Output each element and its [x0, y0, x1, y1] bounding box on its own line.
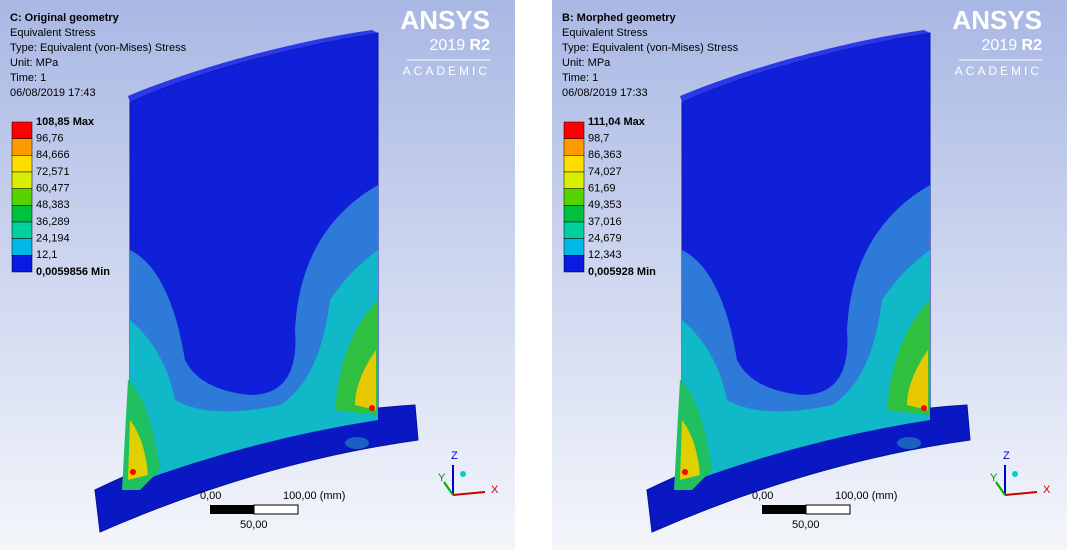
- legend-label: 86,363: [588, 149, 622, 161]
- legend-label: 108,85 Max: [36, 116, 95, 128]
- legend-band: [563, 155, 585, 173]
- legend-band: [563, 121, 585, 139]
- logo-brand: ANSYS: [400, 5, 490, 35]
- legend-band: [11, 121, 33, 139]
- legend-band: [11, 221, 33, 239]
- legend-band: [563, 221, 585, 239]
- scale-bar: [210, 505, 254, 514]
- axis-label: Z: [451, 450, 458, 462]
- legend-band: [11, 238, 33, 256]
- scale-label: 100,00 (mm): [835, 490, 897, 502]
- info-line: Equivalent Stress: [10, 27, 96, 39]
- info-line: 06/08/2019 17:43: [10, 87, 96, 99]
- legend-label: 61,69: [588, 183, 616, 195]
- legend-label: 0,005928 Min: [588, 266, 656, 278]
- scale-bar: [805, 504, 851, 515]
- logo-year: 2019: [982, 37, 1018, 54]
- contour-yellow-right: [907, 350, 928, 410]
- legend-band: [11, 155, 33, 173]
- logo-edition: ACADEMIC: [403, 64, 490, 78]
- legend-band: [11, 205, 33, 223]
- scale-bar: [762, 505, 806, 514]
- legend-label: 12,343: [588, 249, 622, 261]
- scale-bar: [253, 504, 299, 515]
- legend-label: 74,027: [588, 166, 622, 178]
- axis-y: [443, 481, 454, 496]
- info-line: Time: 1: [562, 72, 598, 84]
- legend-label: 24,679: [588, 233, 622, 245]
- contour-yellow-left: [128, 420, 148, 480]
- axis-y: [995, 481, 1006, 496]
- panel-title: B: Morphed geometry: [562, 12, 677, 24]
- info-line: 06/08/2019 17:33: [562, 87, 648, 99]
- axis-label: Y: [438, 472, 446, 484]
- scale-label: 0,00: [752, 490, 773, 502]
- legend-band: [563, 188, 585, 206]
- legend-band: [563, 138, 585, 156]
- legend-label: 36,289: [36, 216, 70, 228]
- logo-release: R2: [470, 37, 491, 54]
- info-line: Time: 1: [10, 72, 46, 84]
- scale-label: 0,00: [200, 490, 221, 502]
- legend-label: 84,666: [36, 149, 70, 161]
- info-line: Unit: MPa: [562, 57, 611, 69]
- hotspot: [369, 405, 375, 411]
- scale-label: 50,00: [792, 519, 820, 531]
- info-line: Equivalent Stress: [562, 27, 648, 39]
- hotspot: [130, 469, 136, 475]
- logo-release: R2: [1022, 37, 1043, 54]
- legend-label: 72,571: [36, 166, 70, 178]
- info-line: Type: Equivalent (von-Mises) Stress: [562, 42, 739, 54]
- info-line: Type: Equivalent (von-Mises) Stress: [10, 42, 187, 54]
- result-panel: C: Original geometry Equivalent Stress Typ…: [0, 0, 515, 550]
- logo-year: 2019: [430, 37, 466, 54]
- hole: [345, 437, 369, 449]
- hotspot: [682, 469, 688, 475]
- triad-ball: [460, 471, 466, 477]
- result-panel: B: Morphed geometry Equivalent Stress Type…: [552, 0, 1067, 550]
- axis-label: Z: [1003, 450, 1010, 462]
- triad-ball: [1012, 471, 1018, 477]
- legend-label: 24,194: [36, 233, 70, 245]
- logo-version: 2019 R2: [982, 37, 1043, 54]
- hole: [897, 437, 921, 449]
- legend-label: 111,04 Max: [588, 116, 646, 128]
- scale-label: 100,00 (mm): [283, 490, 345, 502]
- contour-yellow-right: [355, 350, 376, 410]
- legend-label: 0,0059856 Min: [36, 266, 110, 278]
- contour-yellow-left: [680, 420, 700, 480]
- legend-band: [563, 255, 585, 273]
- legend-band: [563, 205, 585, 223]
- legend-label: 98,7: [588, 133, 609, 145]
- legend-band: [11, 188, 33, 206]
- legend-band: [563, 238, 585, 256]
- contour-mid: [682, 250, 930, 485]
- legend-band: [11, 138, 33, 156]
- axis-x: [452, 491, 486, 496]
- legend-label: 96,76: [36, 133, 64, 145]
- legend-band: [563, 171, 585, 189]
- legend-label: 37,016: [588, 216, 622, 228]
- logo-brand: ANSYS: [952, 5, 1042, 35]
- hotspot: [921, 405, 927, 411]
- axis-label: X: [491, 484, 499, 496]
- legend-label: 48,383: [36, 199, 70, 211]
- contour-mid: [130, 250, 378, 485]
- axis-x: [1004, 491, 1038, 496]
- axis-label: X: [1043, 484, 1051, 496]
- logo-version: 2019 R2: [430, 37, 491, 54]
- panel-title: C: Original geometry: [10, 12, 120, 24]
- logo-edition: ACADEMIC: [955, 64, 1042, 78]
- legend-band: [11, 255, 33, 273]
- legend-label: 49,353: [588, 199, 622, 211]
- legend-label: 12,1: [36, 249, 57, 261]
- legend-label: 60,477: [36, 183, 70, 195]
- legend-band: [11, 171, 33, 189]
- info-line: Unit: MPa: [10, 57, 59, 69]
- axis-label: Y: [990, 472, 998, 484]
- scale-label: 50,00: [240, 519, 268, 531]
